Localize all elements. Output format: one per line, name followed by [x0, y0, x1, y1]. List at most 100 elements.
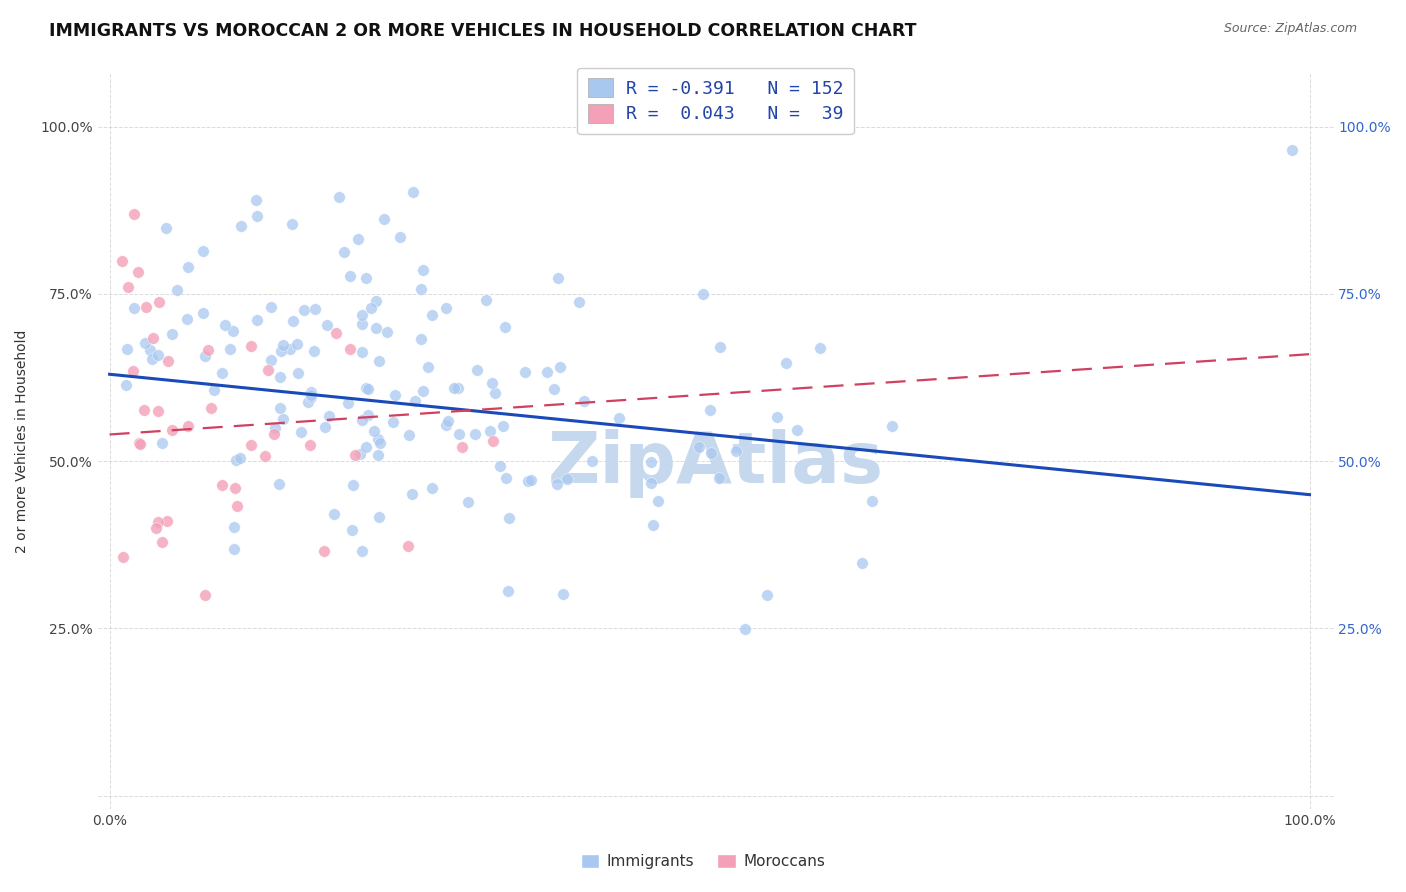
Point [412, 262, 434, 277]
Point [700, 445, 723, 459]
Point [551, 587, 574, 601]
Point [150, 534, 173, 549]
Point [146, 404, 169, 418]
Point [160, 424, 183, 438]
Point [352, 345, 374, 359]
Point [356, 440, 378, 454]
Point [388, 230, 411, 244]
Point [129, 437, 152, 451]
Point [156, 354, 179, 368]
Point [269, 401, 291, 415]
Point [401, 487, 423, 501]
Point [325, 326, 347, 341]
Point [224, 542, 246, 557]
Point [115, 343, 138, 357]
Point [219, 342, 242, 356]
Point [290, 425, 312, 439]
Point [494, 319, 516, 334]
Point [808, 341, 831, 355]
Point [229, 450, 252, 465]
Point [145, 521, 167, 535]
Point [382, 415, 405, 429]
Point [860, 494, 883, 508]
Point [146, 348, 169, 362]
Legend: Immigrants, Moroccans: Immigrants, Moroccans [575, 848, 831, 875]
Point [447, 382, 470, 396]
Point [352, 317, 374, 331]
Point [176, 260, 198, 275]
Point [339, 268, 361, 283]
Point [155, 221, 177, 235]
Point [411, 282, 433, 296]
Point [271, 338, 294, 352]
Point [263, 427, 285, 442]
Point [245, 193, 267, 207]
Point [352, 544, 374, 558]
Point [224, 482, 246, 496]
Point [340, 524, 363, 538]
Point [495, 470, 517, 484]
Point [640, 455, 662, 469]
Point [375, 325, 398, 339]
Point [496, 584, 519, 599]
Point [110, 253, 132, 268]
Point [398, 428, 420, 442]
Point [464, 427, 486, 442]
Point [229, 219, 252, 234]
Point [240, 438, 263, 452]
Point [350, 308, 373, 322]
Point [312, 544, 335, 558]
Point [141, 352, 163, 367]
Point [851, 556, 873, 570]
Point [225, 500, 247, 514]
Point [298, 438, 321, 452]
Point [281, 217, 304, 231]
Legend: R = -0.391   N = 152, R =  0.043   N =  39: R = -0.391 N = 152, R = 0.043 N = 39 [576, 68, 853, 134]
Point [253, 449, 276, 463]
Point [350, 412, 373, 426]
Point [297, 395, 319, 409]
Point [513, 365, 536, 379]
Point [364, 321, 387, 335]
Text: ZipAtlas: ZipAtlas [547, 429, 883, 498]
Point [176, 312, 198, 326]
Point [349, 447, 371, 461]
Point [373, 212, 395, 227]
Point [488, 458, 510, 473]
Point [114, 378, 136, 392]
Point [484, 386, 506, 401]
Point [367, 448, 389, 462]
Point [643, 518, 665, 533]
Point [278, 343, 301, 357]
Point [124, 301, 146, 315]
Point [344, 448, 367, 462]
Point [339, 343, 361, 357]
Point [581, 454, 603, 468]
Point [193, 306, 215, 320]
Point [112, 549, 135, 564]
Point [366, 293, 388, 308]
Point [127, 265, 149, 279]
Point [347, 232, 370, 246]
Point [211, 367, 233, 381]
Point [299, 384, 322, 399]
Point [367, 432, 389, 446]
Point [148, 515, 170, 529]
Point [292, 303, 315, 318]
Point [354, 271, 377, 285]
Point [574, 393, 596, 408]
Point [271, 412, 294, 426]
Point [725, 444, 748, 458]
Point [135, 301, 157, 315]
Point [420, 308, 443, 322]
Text: IMMIGRANTS VS MOROCCAN 2 OR MORE VEHICLES IN HOUSEHOLD CORRELATION CHART: IMMIGRANTS VS MOROCCAN 2 OR MORE VEHICLE… [49, 22, 917, 40]
Text: Source: ZipAtlas.com: Source: ZipAtlas.com [1223, 22, 1357, 36]
Point [647, 494, 669, 508]
Point [517, 474, 540, 488]
Point [194, 349, 217, 363]
Point [299, 388, 322, 402]
Point [880, 419, 903, 434]
Point [786, 424, 808, 438]
Point [122, 207, 145, 221]
Point [357, 382, 380, 396]
